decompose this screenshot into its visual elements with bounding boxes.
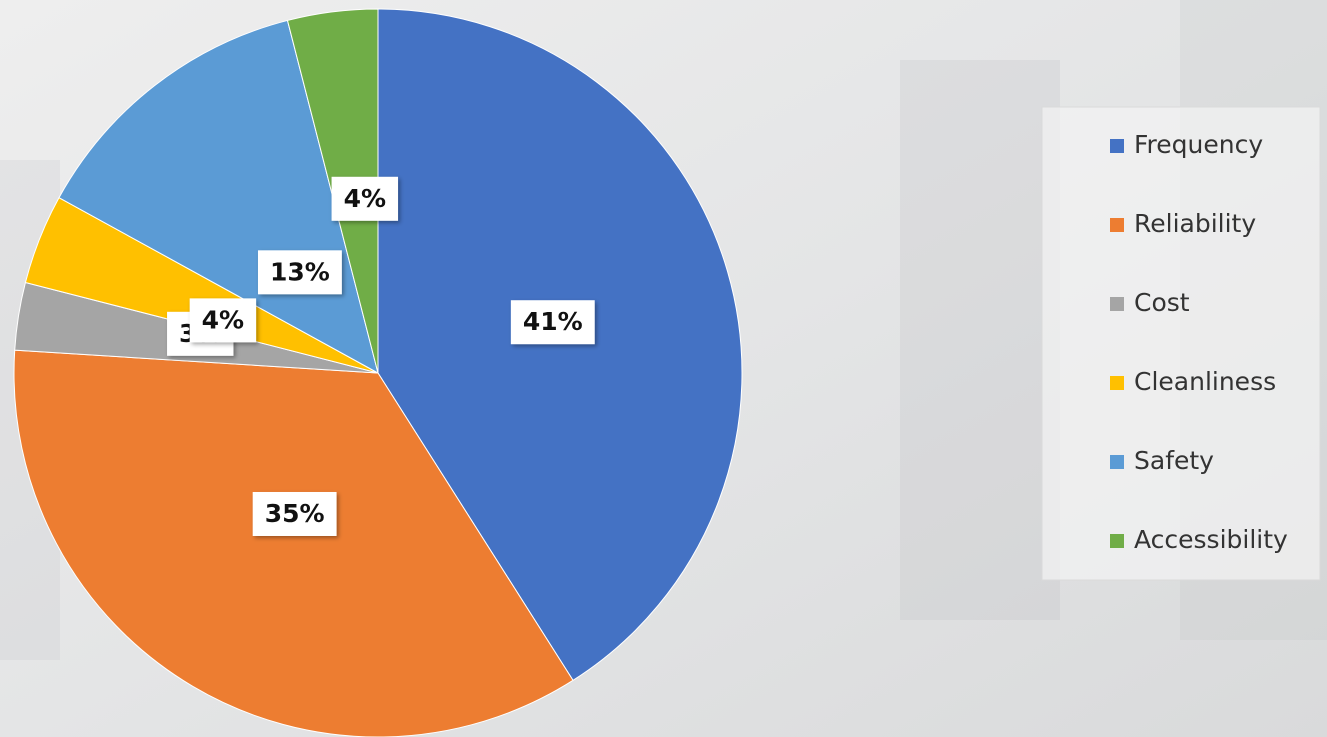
data-label: 41%: [511, 300, 595, 344]
legend-marker: [1110, 139, 1124, 153]
legend-marker: [1110, 455, 1124, 469]
pie: [14, 9, 742, 737]
data-label: 4%: [332, 177, 398, 221]
chart: 41%35%3%4%13%4% FrequencyReliabilityCost…: [0, 0, 1327, 737]
page: 41%35%3%4%13%4% FrequencyReliabilityCost…: [0, 0, 1327, 737]
legend-label: Frequency: [1134, 130, 1263, 159]
data-label-text: 41%: [523, 307, 583, 336]
data-label: 4%: [190, 298, 256, 342]
data-label-text: 4%: [202, 305, 244, 334]
data-label: 13%: [258, 250, 342, 294]
data-label-text: 35%: [265, 499, 325, 528]
data-label-text: 13%: [270, 257, 330, 286]
legend-label: Cleanliness: [1134, 367, 1276, 396]
legend-label: Safety: [1134, 446, 1214, 475]
legend-marker: [1110, 376, 1124, 390]
legend-marker: [1110, 218, 1124, 232]
legend-marker: [1110, 534, 1124, 548]
data-label-text: 4%: [344, 184, 386, 213]
data-label: 35%: [253, 492, 337, 536]
legend-label: Accessibility: [1134, 525, 1288, 554]
legend-box: [1042, 107, 1320, 580]
legend-label: Reliability: [1134, 209, 1256, 238]
legend-label: Cost: [1134, 288, 1190, 317]
legend-marker: [1110, 297, 1124, 311]
